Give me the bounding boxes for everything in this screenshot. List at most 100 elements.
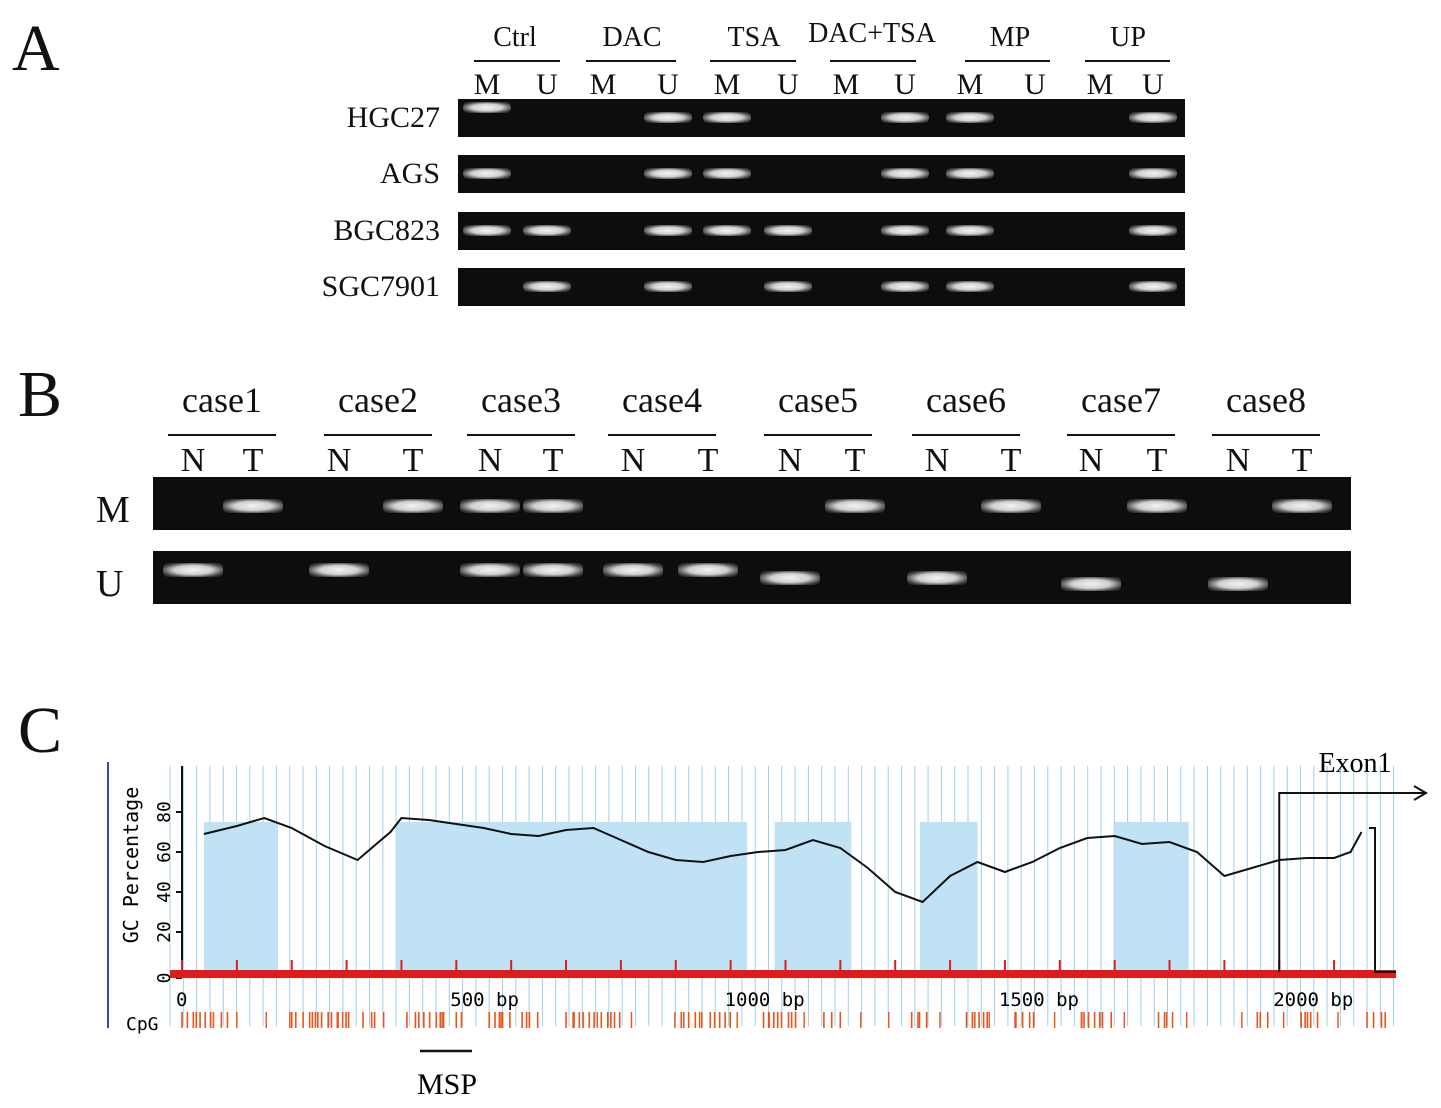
dna-band <box>881 225 929 236</box>
dna-band <box>764 225 812 236</box>
case-label: case2 <box>338 380 418 420</box>
gel-group-label: DAC+TSA <box>808 18 936 49</box>
lane-label: T <box>1291 442 1313 479</box>
case-underline <box>912 434 1020 436</box>
x-tick-label: 500 bp <box>450 989 519 1011</box>
lane-label: U <box>536 68 558 101</box>
panel-b-letter: B <box>18 358 63 431</box>
y-tick-label: 40 <box>154 881 175 903</box>
lane-label: U <box>777 68 799 101</box>
cell-line-label: HGC27 <box>346 101 440 134</box>
gel-group-label: DAC <box>602 22 662 53</box>
dna-band <box>946 168 994 179</box>
cell-line-label: BGC823 <box>333 214 440 247</box>
dna-band <box>1272 499 1332 513</box>
dna-band <box>523 281 571 292</box>
dna-band <box>703 168 751 179</box>
msp-label: MSP <box>417 1068 477 1101</box>
group-underline <box>586 60 676 62</box>
dna-band <box>523 563 583 577</box>
group-underline <box>710 60 796 62</box>
lane-label: M <box>1086 68 1114 101</box>
dna-band <box>523 499 583 513</box>
dna-band <box>764 281 812 292</box>
cpg-island <box>919 822 978 972</box>
lane-label: N <box>180 442 206 479</box>
lane-label: U <box>1142 68 1164 101</box>
exon1-arrow-line <box>1278 792 1424 972</box>
case-label: case5 <box>778 380 858 420</box>
dna-band <box>1129 168 1177 179</box>
lane-label: M <box>473 68 501 101</box>
dna-band <box>703 225 751 236</box>
dna-band <box>1061 577 1121 591</box>
exon1-arrow-head <box>1413 785 1428 801</box>
lane-label: N <box>777 442 803 479</box>
case-label: case8 <box>1226 380 1306 420</box>
dna-band <box>881 168 929 179</box>
cell-line-label: SGC7901 <box>321 270 440 303</box>
dna-band <box>825 499 885 513</box>
case-label: case6 <box>926 380 1006 420</box>
group-underline <box>474 60 560 62</box>
lane-label: U <box>657 68 679 101</box>
dna-band <box>703 112 751 123</box>
exon1-marker <box>1278 785 1428 973</box>
lane-label: N <box>477 442 503 479</box>
y-tick-label: 80 <box>154 801 175 823</box>
x-tick-label: 1500 bp <box>999 989 1079 1011</box>
sequence-end-line <box>1369 827 1396 973</box>
x-tick-label: 1000 bp <box>725 989 805 1011</box>
gc-curve <box>203 816 1363 904</box>
case-underline <box>467 434 575 436</box>
dna-band <box>309 563 369 577</box>
group-underline <box>830 60 916 62</box>
cpg-row-label: CpG <box>126 1014 159 1035</box>
panel-a-letter: A <box>12 12 60 85</box>
gel-strip <box>458 212 1185 250</box>
dna-band <box>163 563 223 577</box>
dna-band <box>223 499 283 513</box>
dna-band <box>946 112 994 123</box>
case-underline <box>1212 434 1320 436</box>
group-underline <box>965 60 1050 62</box>
cpg-sites <box>181 1012 1386 1028</box>
lane-label: U <box>1024 68 1046 101</box>
case-underline <box>168 434 276 436</box>
gel-group-label: TSA <box>727 22 781 53</box>
cpg-islands <box>203 822 1189 972</box>
x-ticks: 0 500 bp 1000 bp 1500 bp 2000 bp <box>176 960 1353 1011</box>
case-underline <box>608 434 716 436</box>
dna-band <box>981 499 1041 513</box>
dna-band <box>1129 225 1177 236</box>
dna-band <box>946 281 994 292</box>
gel-group-label: MP <box>989 22 1031 53</box>
grid-lines <box>169 766 1395 1026</box>
lane-label: N <box>1225 442 1251 479</box>
y-axis-label: GC Percentage <box>119 787 143 944</box>
lane-label: U <box>894 68 916 101</box>
lane-label: T <box>242 442 264 479</box>
cpg-island <box>1114 822 1189 972</box>
dna-band <box>1208 577 1268 591</box>
lane-label: T <box>1000 442 1022 479</box>
row-label: U <box>96 563 124 605</box>
cell-line-label: AGS <box>379 157 440 190</box>
dna-band <box>644 281 692 292</box>
row-label: M <box>96 489 130 531</box>
gel-group-label: Ctrl <box>493 22 537 53</box>
dna-band <box>678 563 738 577</box>
dna-band <box>383 499 443 513</box>
lane-label: N <box>326 442 352 479</box>
lane-label: T <box>844 442 866 479</box>
dna-band <box>1129 281 1177 292</box>
x-tick-label: 2000 bp <box>1273 989 1353 1011</box>
sequence-axis <box>170 970 1396 978</box>
case-label: case4 <box>622 380 702 420</box>
dna-band <box>644 225 692 236</box>
dna-band <box>644 112 692 123</box>
cpg-island <box>203 822 279 972</box>
lane-label: T <box>402 442 424 479</box>
dna-band <box>881 112 929 123</box>
case-underline <box>324 434 432 436</box>
